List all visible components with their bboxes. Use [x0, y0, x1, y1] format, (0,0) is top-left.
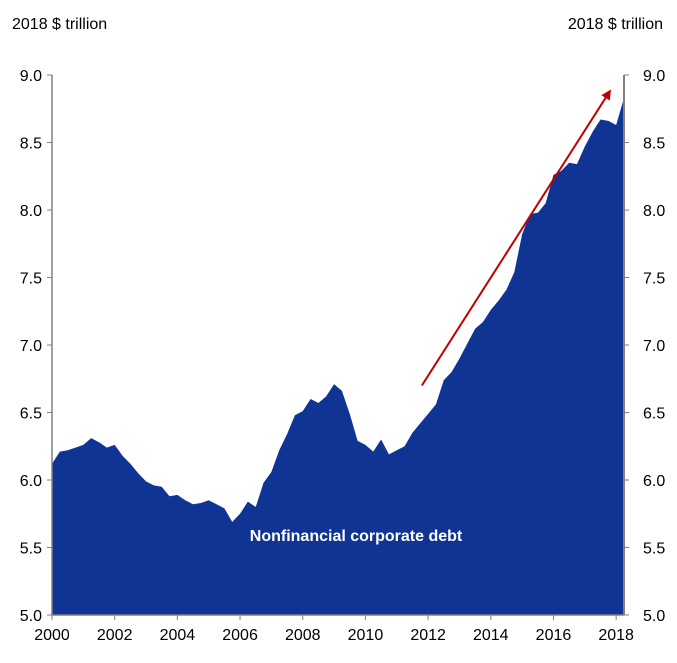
x-tick-label: 2014 [473, 627, 509, 644]
x-tick-label: 2002 [97, 627, 133, 644]
series-label-nonfinancial-corporate-debt: Nonfinancial corporate debt [250, 528, 463, 545]
right-y-tick-label: 8.5 [643, 136, 665, 153]
right-y-tick-label: 6.0 [643, 473, 665, 490]
x-tick-label: 2008 [285, 627, 321, 644]
left-y-tick-label: 8.0 [20, 203, 42, 220]
x-tick-label: 2010 [348, 627, 384, 644]
left-y-tick-label: 6.0 [20, 473, 42, 490]
right-y-tick-label: 5.5 [643, 541, 665, 558]
x-tick-label: 2006 [222, 627, 258, 644]
right-y-tick-label: 7.5 [643, 271, 665, 288]
left-y-tick-label: 9.0 [20, 68, 42, 85]
right-axis-unit-label: 2018 $ trillion [567, 16, 663, 33]
left-y-tick-label: 6.5 [20, 406, 42, 423]
x-tick-label: 2004 [160, 627, 196, 644]
right-y-tick-label: 5.0 [643, 608, 665, 625]
x-tick-label: 2016 [536, 627, 572, 644]
x-tick-label: 2012 [410, 627, 446, 644]
left-y-tick-label: 7.0 [20, 338, 42, 355]
left-axis-unit-label: 2018 $ trillion [12, 16, 108, 33]
x-tick-label: 2018 [598, 627, 634, 644]
left-y-tick-label: 7.5 [20, 271, 42, 288]
left-y-tick-label: 5.0 [20, 608, 42, 625]
right-y-tick-label: 8.0 [643, 203, 665, 220]
left-y-tick-label: 8.5 [20, 136, 42, 153]
trend-arrow [420, 89, 611, 387]
left-y-tick-label: 5.5 [20, 541, 42, 558]
right-y-tick-label: 7.0 [643, 338, 665, 355]
right-y-tick-label: 6.5 [643, 406, 665, 423]
debt-area-series [52, 97, 624, 615]
right-y-tick-label: 9.0 [643, 68, 665, 85]
x-tick-label: 2000 [34, 627, 70, 644]
